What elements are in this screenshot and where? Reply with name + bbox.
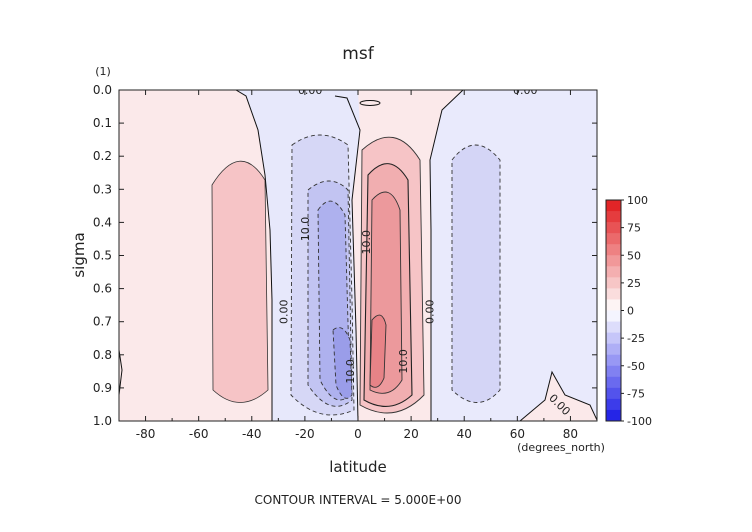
southern-cell-fill <box>211 160 269 403</box>
x-axis-title: latitude <box>329 458 387 476</box>
colorbar-label: 100 <box>627 194 648 207</box>
colorbar-swatch <box>606 354 621 367</box>
colorbar-label: -75 <box>627 387 645 400</box>
y-tick-label: 0.4 <box>93 215 112 229</box>
x-tick-label: 40 <box>457 427 472 441</box>
y-axis-title: sigma <box>70 232 88 277</box>
colorbar-swatch <box>606 332 621 345</box>
zero-contour-north <box>429 90 464 421</box>
colorbar-label: 25 <box>627 277 641 290</box>
colorbar-swatch <box>606 277 621 289</box>
colorbar-swatch <box>606 299 621 311</box>
x-tick-label: 60 <box>510 427 525 441</box>
colorbar-label: 75 <box>627 222 641 235</box>
colorbar-swatch <box>606 376 621 389</box>
x-tick-label: 80 <box>563 427 578 441</box>
y-tick-label: 0.7 <box>93 315 112 329</box>
colorbar-swatch <box>606 343 621 356</box>
y-tick-label: 0.1 <box>93 116 112 130</box>
colorbar-swatch <box>606 365 621 378</box>
contour-label: 0.00 <box>513 84 538 97</box>
colorbar-swatch <box>606 244 621 256</box>
colorbar-swatch <box>606 200 621 212</box>
y-tick-label: 1.0 <box>93 414 112 428</box>
colorbar: 100 75 50 25 0 -25 -50 -75 -100 <box>605 194 652 428</box>
y-tick-label: 0.5 <box>93 249 112 263</box>
northern-hadley-core <box>369 314 387 388</box>
northern-cell-fill <box>451 144 501 403</box>
x-tick-label: -20 <box>295 427 315 441</box>
colorbar-label: 50 <box>627 249 641 262</box>
colorbar-label: -50 <box>627 360 645 373</box>
y-axis-ticks: 0.0 0.1 0.2 0.3 0.4 0.5 0.6 0.7 0.8 0.9 1.0 <box>93 83 597 428</box>
colorbar-swatch <box>606 321 621 334</box>
x-tick-label: 0 <box>354 427 362 441</box>
y-tick-label: 0.8 <box>93 348 112 362</box>
colorbar-swatch <box>606 266 621 278</box>
chart-title: msf <box>342 44 374 64</box>
colorbar-swatch <box>606 387 621 400</box>
contour-interval-footer: CONTOUR INTERVAL = 5.000E+00 <box>255 493 462 507</box>
contour-label: 10.0 <box>344 359 357 384</box>
zero-contour-center <box>334 95 361 421</box>
y-tick-label: 0.0 <box>93 83 112 97</box>
contour-label: 10.0 <box>299 217 312 242</box>
y-tick-label: 0.9 <box>93 381 112 395</box>
colorbar-swatch <box>606 211 621 223</box>
colorbar-swatch <box>606 222 621 234</box>
contour-label: 0.00 <box>424 300 437 325</box>
zero-contour-south-edge <box>119 349 123 396</box>
colorbar-label: -100 <box>627 415 652 428</box>
x-tick-label: 20 <box>403 427 418 441</box>
x-axis-ticks: -80 -60 -40 -20 0 20 40 60 80 <box>118 90 598 441</box>
colorbar-label: -25 <box>627 332 645 345</box>
x-tick-label: -40 <box>242 427 262 441</box>
zero-contour-top-small <box>359 100 381 106</box>
colorbar-swatch <box>606 233 621 245</box>
x-tick-label: -80 <box>136 427 156 441</box>
contour-label: 0.00 <box>298 84 323 97</box>
colorbar-swatch <box>606 288 621 300</box>
y-units-label: (1) <box>95 65 111 78</box>
y-tick-label: 0.6 <box>93 282 112 296</box>
colorbar-swatch <box>606 255 621 267</box>
colorbar-label: 0 <box>627 305 634 318</box>
contour-label: 10.0 <box>397 349 410 374</box>
contour-label: 10.0 <box>360 230 373 255</box>
y-tick-label: 0.2 <box>93 149 112 163</box>
y-tick-label: 0.3 <box>93 182 112 196</box>
contour-label: 0.00 <box>278 300 291 325</box>
southern-hadley-core <box>332 327 353 399</box>
colorbar-swatch <box>606 310 621 323</box>
colorbar-swatch <box>606 398 621 411</box>
colorbar-swatch <box>606 409 621 422</box>
zero-contour-south <box>235 90 273 421</box>
x-tick-label: -60 <box>189 427 209 441</box>
x-units-label: (degrees_north) <box>517 441 605 454</box>
zero-contour-north-surface <box>519 370 597 421</box>
